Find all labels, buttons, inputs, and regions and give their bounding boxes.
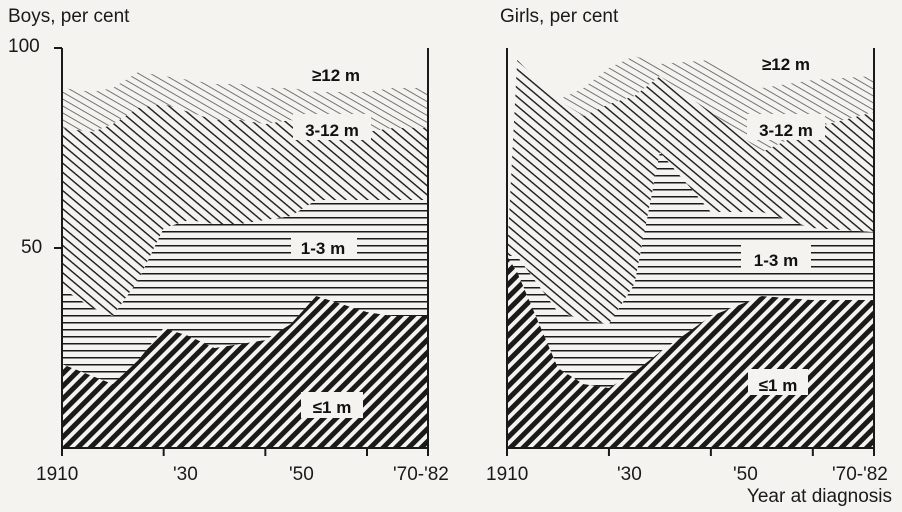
y-tick-100: 100 <box>8 36 40 57</box>
girls-x-tick-30: '30 <box>617 464 642 485</box>
girls-band-label-2: 1-3 m <box>754 251 798 270</box>
girls-band-label-0: ≥12 m <box>762 55 810 74</box>
boys-x-tick-1910: 1910 <box>36 464 79 485</box>
boys-band-label-bg-3 <box>301 392 363 418</box>
girls-band-label-1: 3-12 m <box>759 121 813 140</box>
y-tick-50: 50 <box>21 237 43 258</box>
boys-band-label-0: ≥12 m <box>312 66 360 85</box>
boys-band-label-bg-2 <box>291 233 357 259</box>
girls-band-label-bg-2 <box>741 244 811 270</box>
girls-area-le-1m <box>507 256 874 448</box>
boys-band-label-bg-0 <box>303 60 369 86</box>
girls-x-tick-1910: 1910 <box>486 464 529 485</box>
girls-panel-title: Girls, per cent <box>500 6 619 27</box>
girls-band-label-3: ≤1 m <box>759 376 798 395</box>
girls-axes-frame <box>506 48 875 449</box>
girls-band-label-bg-0 <box>753 49 819 75</box>
boys-band-label-2: 1-3 m <box>301 239 345 258</box>
girls-band-label-bg-3 <box>748 369 808 395</box>
x-axis-label: Year at diagnosis <box>746 486 892 507</box>
girls-x-tick-50: '50 <box>733 464 758 485</box>
boys-x-tick-50: '50 <box>289 464 314 485</box>
girls-area-3-12m <box>507 60 874 324</box>
boys-x-tick-30: '30 <box>173 464 198 485</box>
boys-x-tick-70-82: '70-'82 <box>393 464 449 485</box>
boys-band-label-3: ≤1 m <box>313 398 352 417</box>
boys-area-3-12m <box>62 104 428 316</box>
girls-band-label-bg-1 <box>747 114 825 140</box>
girls-x-tick-70-82: '70-'82 <box>832 464 888 485</box>
girls-area-ge-12m <box>507 56 874 256</box>
girls-area-1-3m <box>507 152 874 388</box>
boys-band-label-bg-1 <box>293 114 371 140</box>
boys-panel-title: Boys, per cent <box>8 6 130 27</box>
boys-band-label-1: 3-12 m <box>305 121 359 140</box>
